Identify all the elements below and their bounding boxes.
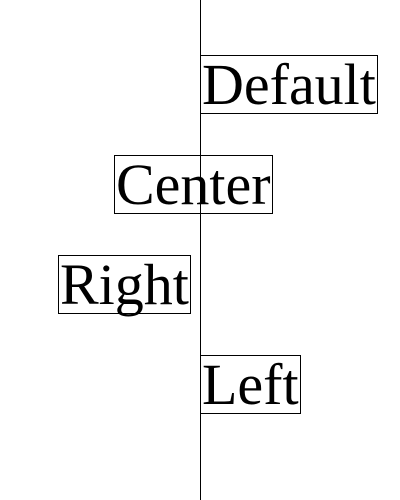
vertical-reference-line <box>200 0 201 500</box>
text-label-right: Right <box>58 252 191 317</box>
text-label-left: Left <box>200 352 301 417</box>
text-label-center: Center <box>114 152 273 217</box>
text-label-default: Default <box>200 52 378 117</box>
